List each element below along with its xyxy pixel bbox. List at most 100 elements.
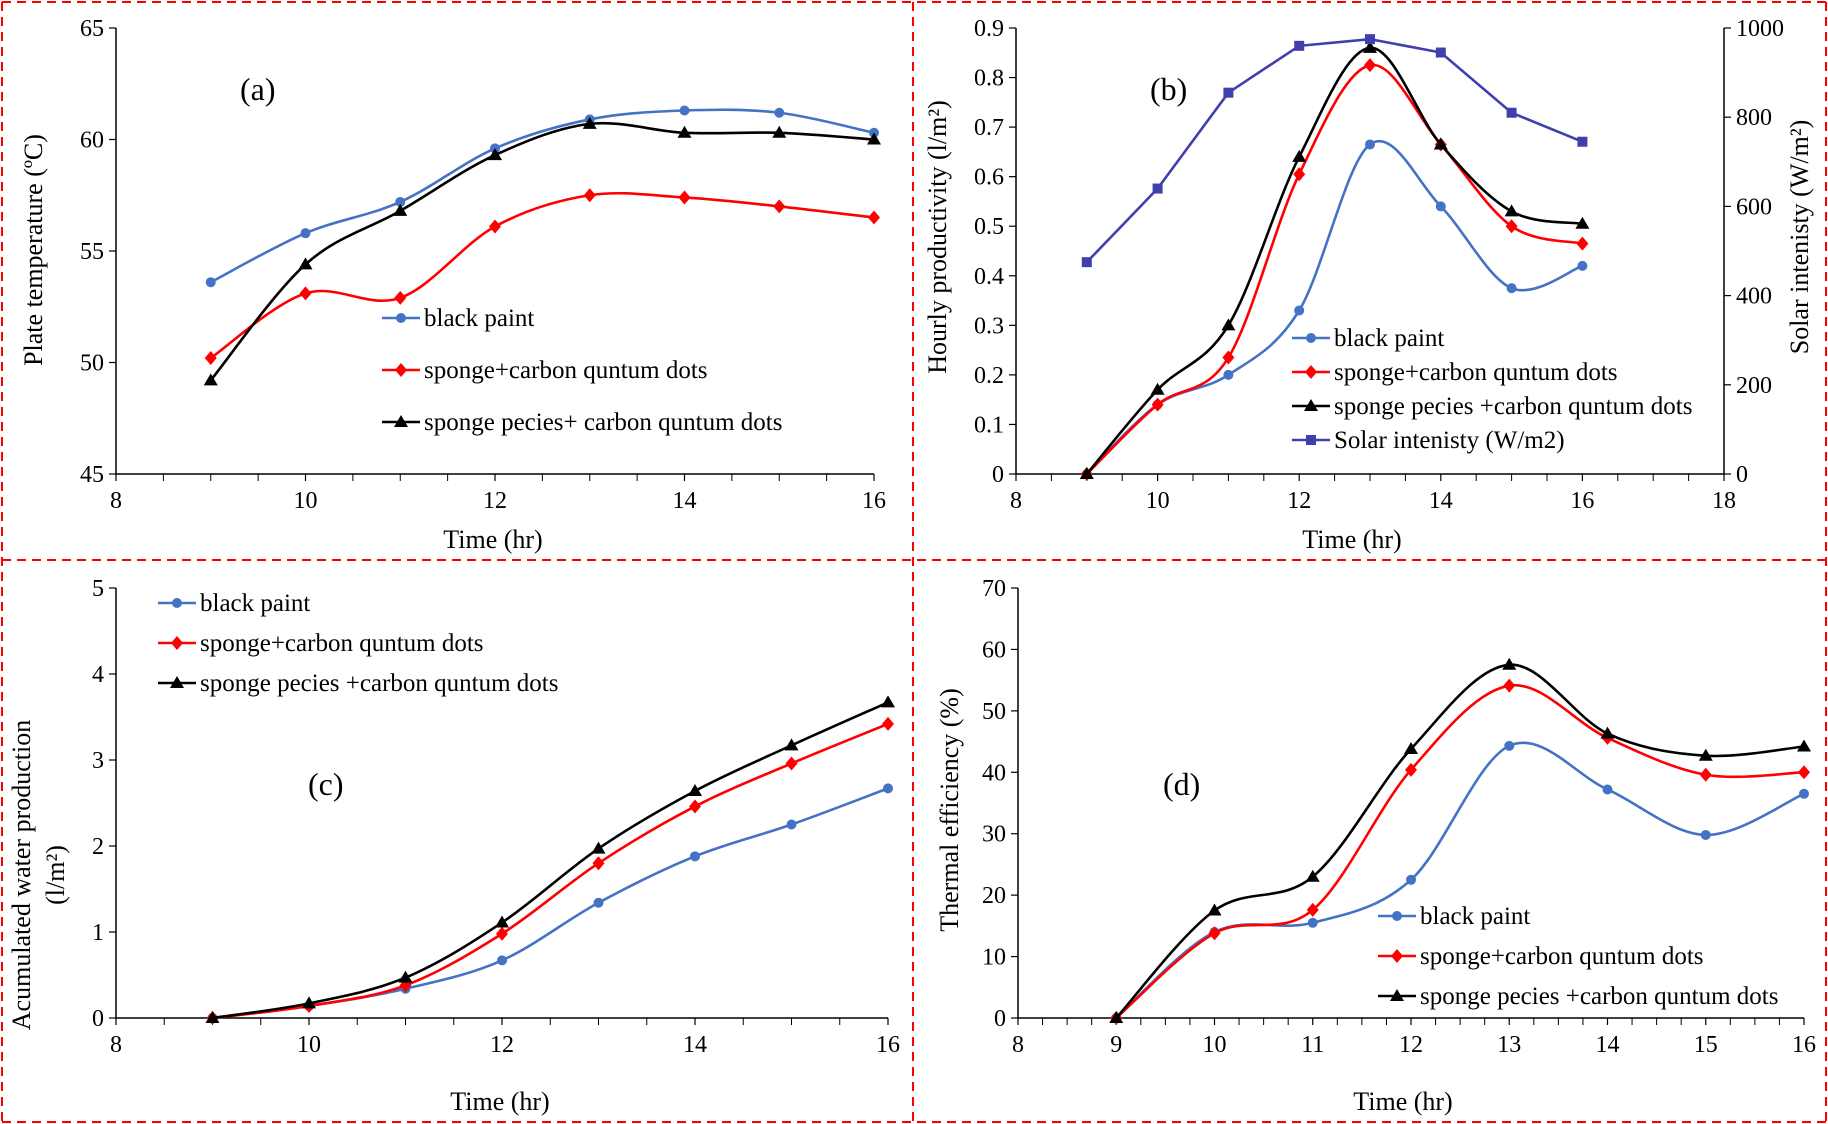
data-point-b-3 bbox=[1294, 40, 1305, 51]
y2-axis-title-b: Solar intenisty (W/m²) bbox=[1785, 120, 1814, 355]
data-point-a-2 bbox=[677, 125, 692, 138]
y-tick-label-a: 45 bbox=[80, 462, 104, 488]
y-tick-label-b: 0 bbox=[992, 462, 1004, 488]
x-tick-label-d: 11 bbox=[1301, 1032, 1324, 1058]
data-point-a-1 bbox=[773, 199, 786, 214]
legend-swatch-marker-b-1 bbox=[1305, 365, 1317, 379]
panel-c: (c) Time (hr) Acumulated water productio… bbox=[7, 576, 900, 1116]
data-point-d-2 bbox=[1600, 726, 1615, 739]
data-point-a-0 bbox=[205, 277, 216, 288]
y2-tick-label-b: 1000 bbox=[1736, 16, 1784, 42]
y-tick-label-c: 4 bbox=[92, 662, 104, 688]
data-point-c-2 bbox=[398, 970, 413, 983]
panel-b: (b) Time (hr) Hourly productivity (l/m²)… bbox=[923, 16, 1814, 554]
data-point-b-2 bbox=[1504, 204, 1519, 217]
data-point-a-1 bbox=[394, 290, 407, 305]
data-point-b-1 bbox=[1505, 219, 1518, 234]
data-point-d-2 bbox=[1404, 741, 1418, 754]
data-point-c-1 bbox=[882, 716, 894, 731]
data-point-a-2 bbox=[203, 373, 218, 386]
x-tick-label-c: 16 bbox=[876, 1032, 900, 1058]
x-axis-title-c: Time (hr) bbox=[450, 1087, 549, 1116]
x-tick-label-a: 10 bbox=[294, 488, 318, 514]
data-point-a-1 bbox=[583, 188, 596, 203]
y-tick-label-a: 55 bbox=[80, 239, 104, 265]
data-point-a-0 bbox=[300, 228, 311, 239]
series-line-c-1 bbox=[212, 722, 889, 1020]
x-tick-label-b: 14 bbox=[1429, 488, 1453, 514]
data-point-d-1 bbox=[1798, 765, 1810, 780]
x-tick-label-a: 12 bbox=[483, 488, 507, 514]
data-point-d-0 bbox=[1799, 788, 1809, 799]
data-point-c-2 bbox=[302, 996, 316, 1009]
data-point-a-1 bbox=[489, 219, 501, 234]
data-point-c-0 bbox=[497, 955, 507, 966]
data-point-b-1 bbox=[1151, 397, 1164, 412]
x-tick-label-d: 10 bbox=[1203, 1032, 1227, 1058]
data-point-b-2 bbox=[1575, 216, 1590, 229]
legend-entry-b-1: sponge+carbon quntum dots bbox=[1334, 359, 1618, 386]
legend-swatch-marker-d-0 bbox=[1392, 911, 1402, 921]
legend-swatch-marker-c-2 bbox=[170, 676, 184, 688]
y-tick-label-b: 0.3 bbox=[974, 313, 1004, 339]
data-point-b-1 bbox=[1364, 58, 1376, 73]
data-point-a-1 bbox=[678, 190, 691, 205]
x-tick-label-c: 10 bbox=[297, 1032, 321, 1058]
legend-swatch-marker-a-0 bbox=[396, 313, 406, 323]
y-tick-label-d: 40 bbox=[982, 760, 1006, 786]
legend-swatch-marker-d-2 bbox=[1390, 989, 1404, 1001]
data-point-c-0 bbox=[786, 819, 797, 830]
series-line-b-1 bbox=[1085, 63, 1583, 475]
x-tick-label-a: 16 bbox=[862, 488, 886, 514]
y-tick-label-b: 0.9 bbox=[974, 16, 1004, 42]
data-point-d-0 bbox=[1700, 829, 1711, 840]
y-tick-label-b: 0.8 bbox=[974, 66, 1004, 92]
data-point-b-2 bbox=[1150, 382, 1165, 395]
data-point-a-1 bbox=[868, 210, 880, 225]
legend-entry-b-3: Solar intenisty (W/m2) bbox=[1334, 427, 1565, 454]
data-point-b-0 bbox=[1223, 369, 1234, 380]
data-point-a-2 bbox=[298, 257, 313, 270]
y-tick-label-a: 50 bbox=[80, 351, 104, 377]
series-line-d-0 bbox=[1115, 741, 1805, 1019]
legend-entry-d-1: sponge+carbon quntum dots bbox=[1420, 943, 1704, 970]
legend-swatch-marker-a-2 bbox=[394, 415, 408, 427]
y-tick-label-b: 0.7 bbox=[974, 115, 1004, 141]
x-tick-label-d: 14 bbox=[1596, 1032, 1620, 1058]
panel-label-b: (b) bbox=[1150, 71, 1187, 107]
y-axis-title-c-line2: (l/m²) bbox=[41, 845, 70, 905]
y-tick-label-c: 0 bbox=[92, 1006, 104, 1032]
legend-entry-d-2: sponge pecies +carbon quntum dots bbox=[1420, 983, 1778, 1010]
y-axis-title-d: Thermal efficiency (%) bbox=[935, 688, 964, 932]
y-tick-label-a: 60 bbox=[80, 128, 104, 154]
series-line-b-3 bbox=[1085, 37, 1583, 264]
x-axis-title-a: Time (hr) bbox=[443, 525, 542, 554]
legend-entry-c-1: sponge+carbon quntum dots bbox=[200, 630, 484, 657]
data-point-d-0 bbox=[1307, 917, 1318, 928]
y-tick-label-d: 20 bbox=[982, 883, 1006, 909]
data-point-c-1 bbox=[496, 926, 508, 941]
y-tick-label-b: 0.5 bbox=[974, 214, 1004, 240]
data-point-c-0 bbox=[690, 851, 700, 862]
data-point-b-0 bbox=[1577, 260, 1588, 271]
y-tick-label-c: 1 bbox=[92, 920, 104, 946]
data-point-b-0 bbox=[1294, 305, 1305, 316]
y-tick-label-d: 70 bbox=[982, 576, 1006, 602]
data-point-c-1 bbox=[592, 856, 605, 871]
y-tick-label-d: 10 bbox=[982, 945, 1006, 971]
data-point-c-2 bbox=[688, 783, 702, 796]
data-point-c-0 bbox=[593, 897, 604, 908]
data-point-d-1 bbox=[1405, 762, 1417, 777]
panel-d: (d) Time (hr) Thermal efficiency (%) 8 9 1… bbox=[935, 576, 1816, 1116]
data-point-b-0 bbox=[1365, 139, 1375, 150]
legend-entry-a-0: black paint bbox=[424, 305, 534, 332]
data-point-c-0 bbox=[883, 783, 893, 794]
data-point-b-2 bbox=[1433, 137, 1448, 150]
data-point-d-1 bbox=[1306, 902, 1319, 917]
x-tick-label-d: 9 bbox=[1110, 1032, 1122, 1058]
y-tick-label-c: 3 bbox=[92, 748, 104, 774]
data-point-d-1 bbox=[1699, 767, 1712, 782]
y2-tick-label-b: 200 bbox=[1736, 373, 1772, 399]
series-line-b-2 bbox=[1085, 46, 1583, 475]
